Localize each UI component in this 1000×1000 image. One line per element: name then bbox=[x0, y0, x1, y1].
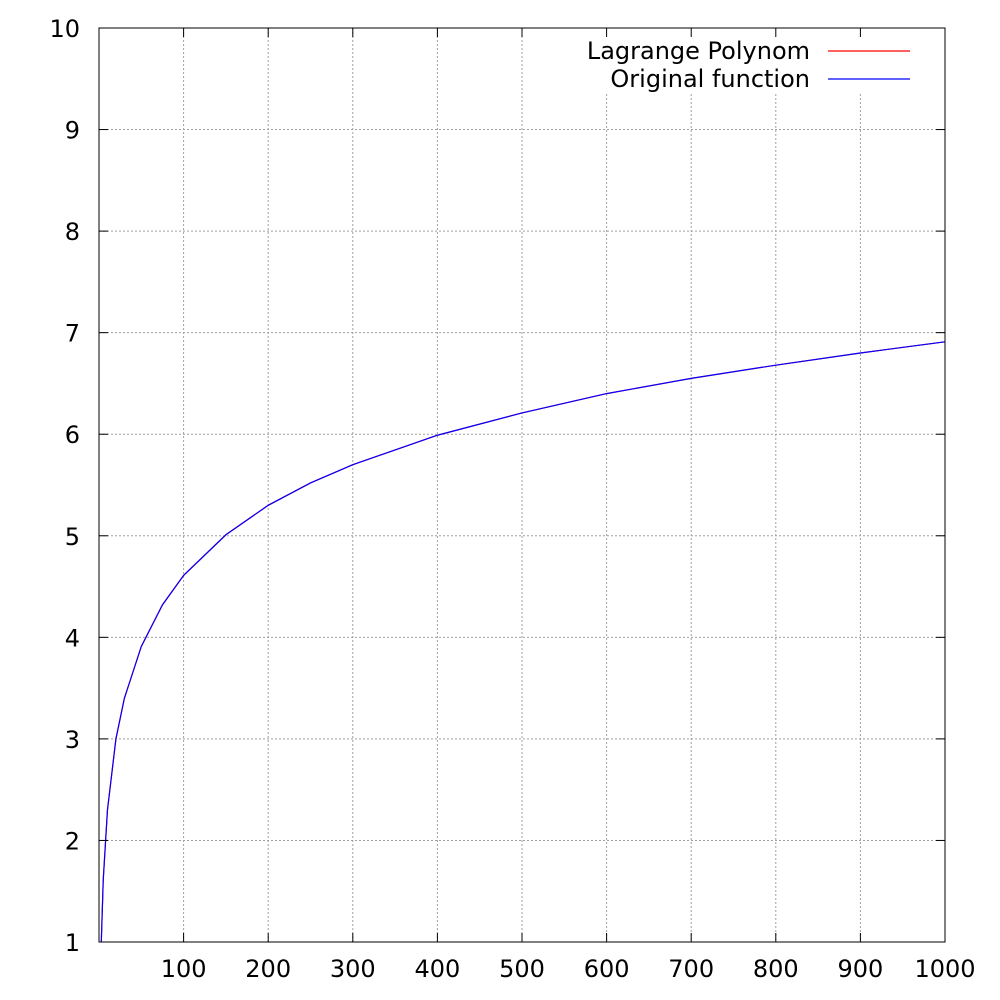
x-tick-label: 800 bbox=[753, 955, 799, 983]
y-tick-label: 7 bbox=[65, 320, 80, 348]
legend-label: Lagrange Polynom bbox=[587, 37, 810, 65]
series-lines bbox=[100, 341, 946, 943]
x-tick-label: 300 bbox=[330, 955, 376, 983]
x-axis-tick-labels: 100 200 300 400 500 600 700 800 900 1000 bbox=[161, 955, 976, 983]
y-tick-label: 3 bbox=[65, 726, 80, 754]
y-tick-label: 5 bbox=[65, 523, 80, 551]
grid bbox=[99, 28, 945, 942]
y-axis-tick-labels: 1 2 3 4 5 6 7 8 9 10 bbox=[49, 15, 80, 957]
x-tick-label: 1000 bbox=[914, 955, 975, 983]
legend-background bbox=[560, 29, 944, 94]
x-tick-label: 100 bbox=[161, 955, 207, 983]
y-tick-label: 8 bbox=[65, 218, 80, 246]
y-tick-label: 1 bbox=[65, 929, 80, 957]
y-tick-label: 10 bbox=[49, 15, 80, 43]
x-tick-label: 900 bbox=[837, 955, 883, 983]
x-tick-label: 600 bbox=[584, 955, 630, 983]
y-tick-label: 6 bbox=[65, 421, 80, 449]
series-line-1 bbox=[100, 341, 946, 943]
tick-marks bbox=[99, 27, 946, 943]
legend-label: Original function bbox=[610, 65, 810, 93]
x-tick-label: 500 bbox=[499, 955, 545, 983]
x-tick-label: 200 bbox=[245, 955, 291, 983]
y-tick-label: 2 bbox=[65, 827, 80, 855]
x-tick-label: 700 bbox=[668, 955, 714, 983]
y-tick-label: 9 bbox=[65, 117, 80, 145]
y-tick-label: 4 bbox=[65, 624, 80, 652]
x-tick-label: 400 bbox=[414, 955, 460, 983]
series-line-0 bbox=[100, 341, 946, 943]
